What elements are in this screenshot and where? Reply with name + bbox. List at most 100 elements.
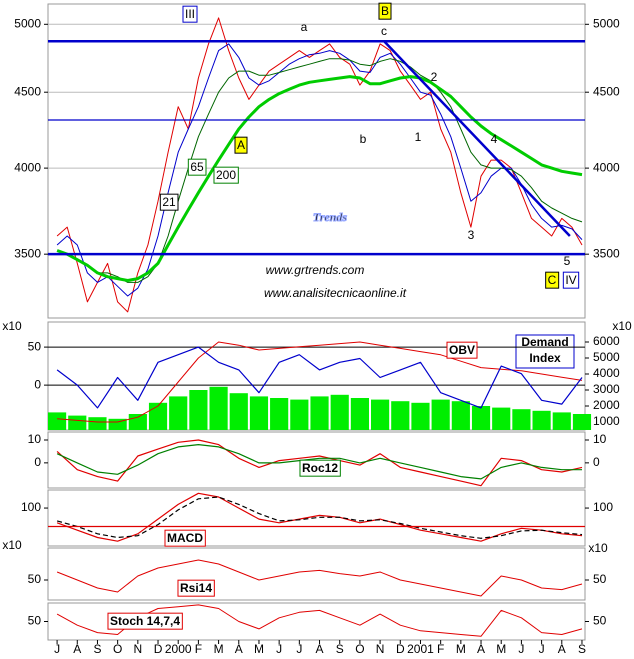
annotation: Demand	[521, 335, 568, 349]
annotation: Rsi14	[180, 581, 212, 595]
y-tick-label: 4500	[14, 84, 41, 98]
trend-line	[383, 40, 571, 237]
y-tick-label-right: 100	[593, 500, 613, 514]
volume-bar	[189, 390, 208, 430]
annotation: 2	[431, 70, 438, 84]
volume-bar	[169, 396, 188, 430]
annotation: c	[381, 24, 387, 38]
annotation: a	[301, 20, 308, 34]
x-tick-label: D	[396, 642, 405, 656]
x-tick-label: S	[336, 642, 344, 656]
axis-unit: x10	[612, 319, 632, 333]
volume-bar	[451, 401, 470, 430]
volume-bar	[128, 414, 147, 430]
x-tick-label: A	[73, 642, 81, 656]
y-tick-label-right: 4500	[593, 84, 620, 98]
annotation-box	[446, 341, 478, 359]
x-tick-label: M	[254, 642, 264, 656]
volume-bar	[229, 393, 248, 430]
volume-bar	[148, 402, 168, 430]
x-tick-label: O	[113, 642, 122, 656]
y2-tick-label: 4000	[593, 366, 620, 380]
annotation: OBV	[449, 343, 475, 357]
x-tick-label: M	[456, 642, 466, 656]
annotation: www.analisitecnicaonline.it	[264, 286, 407, 300]
y-tick-label: 50	[28, 614, 42, 628]
annotation: A	[237, 138, 245, 152]
annotation-box	[234, 136, 248, 154]
y-tick-label-right: 50	[593, 572, 607, 586]
axis-unit: x10	[588, 541, 608, 555]
y-tick-label-right: 5000	[593, 16, 620, 30]
y-tick-label-right: 4000	[593, 160, 620, 174]
volume-bar	[88, 417, 107, 430]
annotation-box	[378, 2, 392, 20]
demand-index-box	[515, 334, 575, 369]
annotation: Index	[529, 351, 561, 365]
y-tick-label-right: 50	[593, 614, 607, 628]
annotation-box	[164, 529, 206, 547]
annotation-box	[562, 271, 580, 289]
panel-frame	[47, 547, 586, 601]
volume-bar	[411, 402, 430, 430]
y2-tick-label: 1000	[593, 414, 620, 428]
x-tick-label: M	[214, 642, 224, 656]
annotation: IV	[565, 273, 576, 287]
axis-unit: x10	[2, 538, 22, 552]
x-tick-label: 2000	[165, 642, 192, 656]
volume-bar	[68, 415, 87, 430]
annotation: 5	[564, 254, 571, 268]
annotation: MACD	[167, 531, 203, 545]
annotation: III	[185, 7, 195, 21]
annotation-box	[213, 166, 239, 184]
x-tick-label: A	[558, 642, 566, 656]
volume-bar	[532, 410, 551, 430]
x-tick-label: A	[477, 642, 485, 656]
x-tick-label: J	[276, 642, 282, 656]
x-tick-label: F	[195, 642, 202, 656]
y-tick-label: 50	[28, 572, 42, 586]
series-line	[56, 444, 582, 480]
x-tick-label: M	[496, 642, 506, 656]
annotation-box	[159, 193, 179, 211]
panel-frame	[47, 431, 586, 489]
volume-bar	[209, 386, 228, 430]
volume-bar	[371, 399, 390, 430]
annotation-box	[107, 612, 183, 630]
axis-unit: x10	[2, 319, 22, 333]
y-tick-label-right: 10	[593, 432, 607, 446]
volume-bar	[249, 396, 269, 430]
volume-bar	[350, 398, 369, 430]
y-tick-label: 4000	[14, 160, 41, 174]
series-line	[57, 341, 583, 423]
y-tick-label: 0	[34, 455, 41, 469]
annotation-box	[299, 459, 341, 477]
series-line	[56, 559, 583, 597]
series-line	[56, 346, 583, 409]
panel-frame	[47, 3, 586, 319]
annotation: 21	[162, 195, 176, 209]
y-tick-label: 0	[34, 377, 41, 391]
x-tick-label: N	[376, 642, 385, 656]
x-tick-label: J	[539, 642, 545, 656]
y-tick-label: 3500	[14, 246, 41, 260]
y2-tick-label: 6000	[593, 334, 620, 348]
volume-bar	[492, 407, 511, 430]
x-tick-label: D	[154, 642, 163, 656]
annotation: C	[548, 273, 557, 287]
volume-bar	[290, 399, 309, 430]
annotation: Stoch 14,7,4	[110, 614, 180, 628]
annotation: B	[381, 4, 389, 18]
volume-bar	[391, 401, 410, 430]
x-tick-label: J	[518, 642, 524, 656]
x-tick-label: 2001	[407, 642, 434, 656]
volume-bar	[512, 409, 531, 430]
annotation: Roc12	[302, 461, 338, 475]
annotation: b	[360, 132, 367, 146]
y-tick-label-right: 0	[593, 455, 600, 469]
x-tick-label: O	[355, 642, 364, 656]
x-tick-label: S	[93, 642, 101, 656]
annotation: 3	[468, 228, 475, 242]
